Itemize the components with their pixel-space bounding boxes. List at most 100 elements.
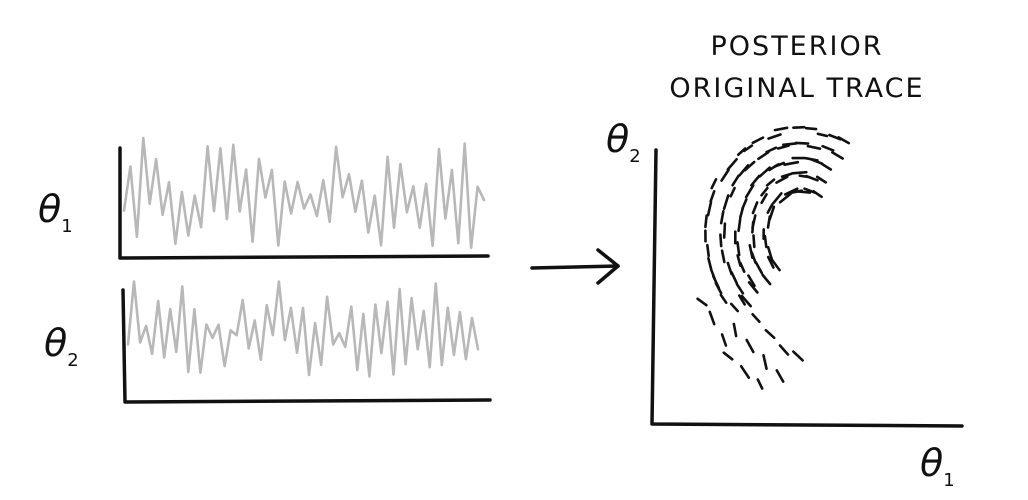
contour-dash (794, 141, 810, 145)
diagram-title-line-1: POSTERIOR (711, 31, 884, 62)
contour-dash (760, 193, 768, 205)
trace-label-theta-1: θ (38, 187, 61, 231)
contour-dash (772, 192, 783, 205)
contour-dash (771, 259, 781, 272)
posterior-axes (650, 148, 964, 428)
trace-panel-theta-1: θ1 (38, 136, 490, 260)
contour-dash (720, 249, 726, 264)
contour-dash (745, 338, 755, 354)
contour-dash (739, 364, 751, 380)
contour-dash (790, 170, 808, 175)
contour-dash (751, 312, 761, 324)
contour-dash (775, 369, 785, 383)
trace-line-theta-2 (126, 280, 480, 378)
contour-dash (720, 168, 730, 182)
contour-dash (762, 353, 768, 371)
contour-dash (804, 156, 819, 162)
contour-dash (738, 206, 745, 219)
contour-dash (751, 136, 765, 145)
contour-dash (719, 293, 728, 305)
contour-dash (719, 233, 723, 248)
contour-dash (711, 274, 721, 290)
svg-text:θ2: θ2 (606, 117, 641, 167)
posterior-x-label: θ (920, 441, 943, 485)
contour-dash (737, 294, 747, 306)
contour-dash (758, 166, 772, 178)
contour-dash (760, 186, 769, 197)
contour-dash (722, 351, 734, 361)
contour-dash (767, 163, 780, 172)
contour-dash (722, 222, 727, 239)
trace-label-theta-2-subscript: 2 (67, 350, 78, 371)
contour-dash (736, 147, 747, 156)
posterior-dashed-contours (696, 125, 851, 390)
trace-label-theta-2: θ (44, 321, 67, 365)
contour-dash (708, 310, 716, 326)
contour-dash (720, 333, 728, 347)
contour-dash (789, 189, 804, 194)
contour-dash (729, 186, 736, 198)
contour-dash (803, 187, 817, 195)
contour-dash (798, 174, 811, 179)
diagram-title-line-2: ORIGINAL TRACE (669, 73, 924, 104)
trace-axes-theta-2 (121, 288, 492, 404)
contour-dash (791, 350, 805, 362)
contour-dash (710, 178, 718, 190)
contour-dash (754, 261, 764, 275)
contour-dash (766, 255, 775, 269)
contour-dash (737, 217, 742, 233)
trace-axes-theta-1 (118, 146, 490, 260)
contour-dash (773, 126, 789, 132)
contour-dash (756, 378, 764, 390)
contour-dash (707, 256, 713, 271)
contour-dash (747, 274, 756, 288)
contour-dash (750, 251, 757, 265)
contour-dash (740, 294, 753, 308)
contour-dash (776, 144, 790, 150)
contour-dash (766, 215, 772, 229)
contour-dash (704, 214, 708, 229)
svg-text:θ2: θ2 (44, 321, 79, 371)
contour-dash (792, 125, 806, 129)
contour-dash (736, 241, 741, 257)
contour-dash (764, 328, 776, 340)
contour-dash (726, 158, 738, 171)
contour-dash (816, 132, 829, 138)
contour-dash (821, 144, 835, 152)
contour-dash (752, 234, 756, 249)
contour-dash (729, 302, 740, 313)
contour-dash (739, 261, 746, 274)
contour-dash (741, 198, 748, 210)
contour-dash (696, 297, 708, 307)
svg-text:θ1: θ1 (920, 441, 955, 491)
contour-dash (830, 151, 845, 160)
contour-dash (781, 142, 798, 147)
contour-dash (820, 162, 833, 171)
contour-dash (750, 174, 761, 187)
posterior-x-label-subscript: 1 (943, 470, 954, 491)
contour-dash (766, 203, 774, 214)
contour-dash (757, 150, 770, 161)
contour-dash (706, 200, 713, 217)
contour-dash (815, 175, 828, 184)
contour-dash (751, 201, 759, 215)
posterior-y-label-subscript: 2 (629, 146, 640, 167)
contour-dash (742, 144, 754, 153)
contour-dash (731, 174, 740, 187)
contour-dash (705, 243, 711, 258)
contour-dash (732, 322, 738, 338)
contour-dash (767, 133, 782, 140)
contour-dash (719, 210, 725, 225)
contour-dash (806, 144, 822, 150)
svg-text:θ1: θ1 (38, 187, 73, 237)
contour-dash (778, 192, 792, 204)
contour-dash (722, 194, 730, 211)
contour-dash (783, 160, 800, 166)
trace-label-theta-1-subscript: 1 (61, 216, 72, 237)
contour-dash (775, 175, 789, 184)
trace-line-theta-1 (122, 136, 486, 249)
contour-dash (783, 187, 799, 196)
contour-dash (761, 273, 772, 286)
contour-dash (730, 270, 739, 285)
